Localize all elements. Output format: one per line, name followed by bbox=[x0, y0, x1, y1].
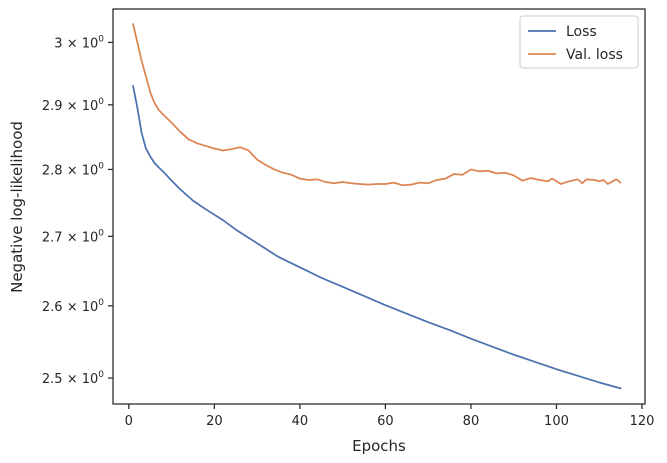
y-tick-exponent: 0 bbox=[98, 34, 104, 44]
x-tick-label: 20 bbox=[206, 414, 223, 429]
legend-box bbox=[519, 15, 639, 69]
y-tick-times: × 10 bbox=[63, 36, 99, 51]
y-tick-mantissa: 2.5 bbox=[42, 372, 63, 387]
y-tick-label: 2.7 × 100 bbox=[42, 228, 104, 245]
y-tick-times: × 10 bbox=[63, 300, 99, 315]
x-tick-label: 120 bbox=[630, 414, 655, 429]
x-axis: 0 20 40 60 80 100 120 bbox=[125, 404, 655, 429]
y-tick-exponent: 0 bbox=[98, 161, 104, 171]
y-tick-times: × 10 bbox=[63, 372, 99, 387]
y-tick-times: × 10 bbox=[63, 163, 99, 178]
y-tick-label: 2.6 × 100 bbox=[42, 298, 104, 315]
plot-area bbox=[132, 23, 622, 390]
y-tick-mantissa: 2.9 bbox=[42, 99, 63, 114]
y-tick-exponent: 0 bbox=[98, 97, 104, 107]
y-tick-mantissa: 2.7 bbox=[42, 230, 63, 245]
y-tick-exponent: 0 bbox=[98, 298, 104, 308]
series-line-loss bbox=[132, 85, 622, 390]
y-tick-mantissa: 2.8 bbox=[42, 163, 63, 178]
legend-label: Val. loss bbox=[566, 47, 623, 63]
y-tick-label: 3 × 100 bbox=[54, 34, 104, 51]
legend: Loss Val. loss bbox=[519, 15, 639, 69]
y-tick-mantissa: 2.6 bbox=[42, 300, 63, 315]
y-tick-label: 2.8 × 100 bbox=[42, 161, 104, 178]
x-tick-label: 60 bbox=[377, 414, 394, 429]
y-tick-exponent: 0 bbox=[98, 228, 104, 238]
legend-label: Loss bbox=[566, 24, 597, 40]
y-tick-exponent: 0 bbox=[98, 370, 104, 380]
x-tick-label: 40 bbox=[292, 414, 309, 429]
y-tick-label: 2.5 × 100 bbox=[42, 370, 104, 387]
y-axis-label: Negative log-likelihood bbox=[8, 121, 26, 293]
series-line-val-loss bbox=[132, 23, 622, 187]
x-tick-label: 100 bbox=[544, 414, 569, 429]
x-tick-label: 0 bbox=[125, 414, 133, 429]
x-tick-label: 80 bbox=[463, 414, 480, 429]
y-tick-times: × 10 bbox=[63, 99, 99, 114]
plot-frame bbox=[112, 8, 646, 405]
y-tick-label: 2.9 × 100 bbox=[42, 97, 104, 114]
y-tick-times: × 10 bbox=[63, 230, 99, 245]
x-axis-label: Epochs bbox=[352, 437, 406, 455]
y-tick-mantissa: 3 bbox=[54, 36, 62, 51]
